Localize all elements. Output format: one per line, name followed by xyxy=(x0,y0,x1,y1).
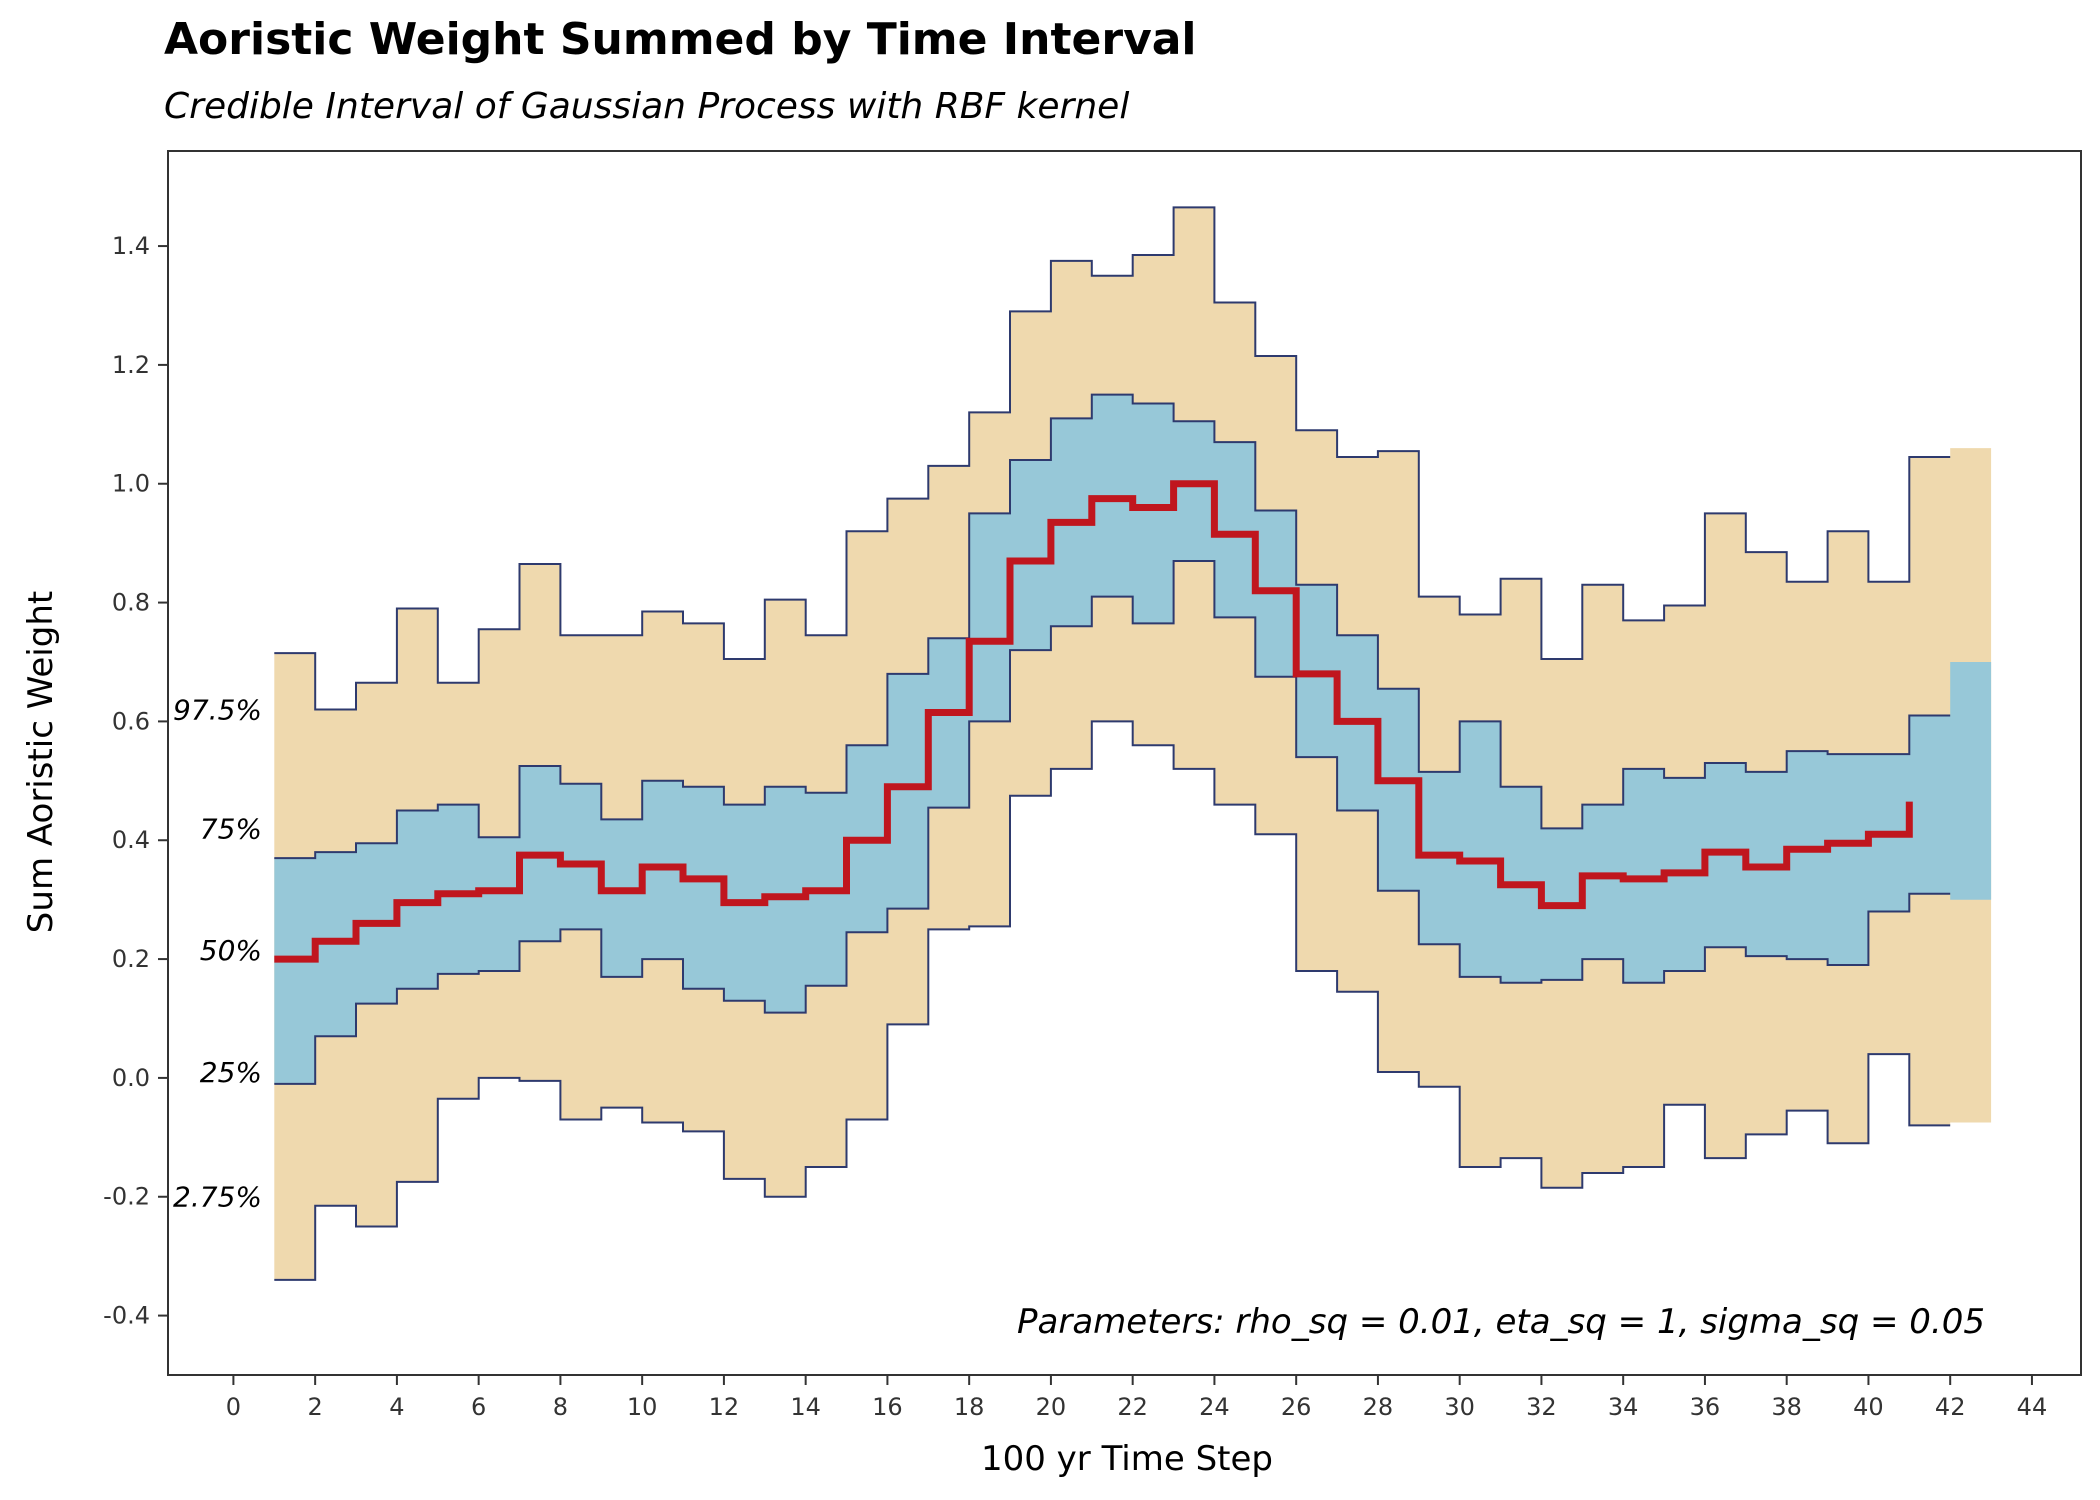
y-tick-label: 1.0 xyxy=(112,470,150,498)
median-step-line xyxy=(274,480,1913,963)
x-tick-label: 44 xyxy=(2017,1393,2048,1421)
y-tick-label: -0.4 xyxy=(103,1302,150,1330)
parameters-annotation: Parameters: rho_sq = 0.01, eta_sq = 1, s… xyxy=(1017,1302,1985,1342)
x-tick-label: 14 xyxy=(790,1393,821,1421)
x-tick-label: 6 xyxy=(471,1393,486,1421)
x-tick-label: 40 xyxy=(1853,1393,1884,1421)
y-tick-label: -0.2 xyxy=(103,1183,150,1211)
y-tick-label: 0.4 xyxy=(112,826,150,854)
step-line-97-5pct xyxy=(274,206,1951,711)
y-tick-label: 1.4 xyxy=(112,232,150,260)
y-tick-label: 0.6 xyxy=(112,707,150,735)
x-tick-label: 0 xyxy=(226,1393,241,1421)
y-axis-title: Sum Aoristic Weight xyxy=(21,591,61,933)
x-tick-label: 10 xyxy=(627,1393,658,1421)
y-tick-label: 0.2 xyxy=(112,945,150,973)
band-inner-50 xyxy=(274,394,1992,1084)
x-tick-label: 18 xyxy=(954,1393,985,1421)
y-tick-label: 1.2 xyxy=(112,351,150,379)
x-tick-label: 42 xyxy=(1935,1393,1966,1421)
band-label: 50% xyxy=(200,934,262,967)
x-tick-label: 36 xyxy=(1690,1393,1721,1421)
step-line-25pct xyxy=(274,560,1951,1085)
x-tick-label: 4 xyxy=(389,1393,404,1421)
y-tick-label: 0.8 xyxy=(112,589,150,617)
band-label: 2.75% xyxy=(173,1181,262,1214)
x-tick-label: 24 xyxy=(1199,1393,1230,1421)
band-label: 97.5% xyxy=(173,694,262,727)
band-labels: 97.5% 75% 50% 25% 2.75% xyxy=(173,694,262,1214)
x-tick-label: 26 xyxy=(1281,1393,1312,1421)
x-tick-label: 32 xyxy=(1526,1393,1557,1421)
step-line-75pct xyxy=(274,393,1951,860)
band-label: 25% xyxy=(200,1056,262,1089)
chart-title: Aoristic Weight Summed by Time Interval xyxy=(164,14,1197,65)
median-line xyxy=(274,480,1913,963)
quantile-step-lines xyxy=(274,206,1951,1281)
x-tick-label: 2 xyxy=(308,1393,323,1421)
x-axis-title: 100 yr Time Step xyxy=(981,1439,1273,1479)
y-tick-label: 0.0 xyxy=(112,1064,150,1092)
x-tick-label: 20 xyxy=(1036,1393,1067,1421)
x-tick-label: 34 xyxy=(1608,1393,1639,1421)
x-tick-label: 12 xyxy=(709,1393,740,1421)
x-axis: 0 2 4 6 8 10 12 14 16 18 20 22 24 26 28 30 32 34 36 38 40 42 4… xyxy=(226,1375,2047,1421)
x-tick-label: 28 xyxy=(1363,1393,1394,1421)
x-tick-label: 16 xyxy=(872,1393,903,1421)
y-axis: -0.4 -0.2 0.0 0.2 0.4 0.6 0.8 1.0 1.2 1.4 xyxy=(103,232,168,1330)
x-tick-label: 30 xyxy=(1444,1393,1475,1421)
step-line-2-75pct xyxy=(274,720,1951,1281)
plot-frame xyxy=(167,150,2082,1376)
x-tick-label: 8 xyxy=(553,1393,568,1421)
chart-subtitle: Credible Interval of Gaussian Process wi… xyxy=(164,86,1130,127)
x-tick-label: 38 xyxy=(1771,1393,1802,1421)
x-tick-label: 22 xyxy=(1117,1393,1148,1421)
band-label: 75% xyxy=(200,812,262,845)
